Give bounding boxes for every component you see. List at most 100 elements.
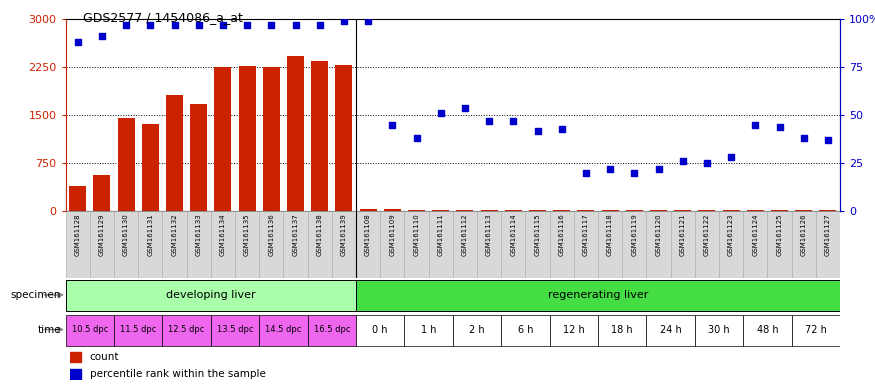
Text: 12.5 dpc: 12.5 dpc — [168, 325, 205, 334]
Text: specimen: specimen — [10, 290, 61, 300]
Bar — [480, 210, 498, 211]
Point — [71, 39, 85, 45]
Bar — [792, 211, 816, 278]
Text: developing liver: developing liver — [166, 290, 256, 300]
Text: GSM161117: GSM161117 — [583, 213, 589, 256]
Text: GSM161136: GSM161136 — [269, 213, 275, 256]
Bar — [404, 211, 429, 278]
Point — [676, 158, 690, 164]
Bar — [66, 280, 356, 311]
Point — [507, 118, 521, 124]
Bar — [767, 211, 792, 278]
Bar — [792, 315, 840, 346]
Bar — [66, 211, 90, 278]
Text: 10.5 dpc: 10.5 dpc — [72, 325, 108, 334]
Text: GSM161114: GSM161114 — [510, 213, 516, 256]
Bar — [598, 211, 622, 278]
Point — [821, 137, 835, 143]
Point — [119, 22, 133, 28]
Text: GSM161108: GSM161108 — [365, 213, 371, 256]
Text: 16.5 dpc: 16.5 dpc — [313, 325, 350, 334]
Text: 30 h: 30 h — [708, 324, 730, 334]
Text: GSM161132: GSM161132 — [172, 213, 178, 256]
Bar — [66, 315, 114, 346]
Bar — [262, 66, 280, 211]
Text: GSM161119: GSM161119 — [631, 213, 637, 256]
Point — [192, 22, 206, 28]
Bar — [235, 211, 259, 278]
Bar — [69, 186, 87, 211]
Text: GSM161113: GSM161113 — [487, 213, 492, 256]
Bar — [525, 211, 550, 278]
Bar — [650, 210, 667, 211]
Text: GSM161121: GSM161121 — [680, 213, 686, 256]
Bar — [211, 211, 235, 278]
Text: 0 h: 0 h — [373, 324, 388, 334]
Text: count: count — [90, 352, 119, 362]
Point — [458, 104, 472, 111]
Bar — [723, 210, 739, 211]
Bar — [719, 211, 743, 278]
Bar — [550, 315, 598, 346]
Text: 14.5 dpc: 14.5 dpc — [265, 325, 302, 334]
Bar — [501, 315, 550, 346]
Text: GSM161126: GSM161126 — [801, 213, 807, 256]
Text: GSM161123: GSM161123 — [728, 213, 734, 256]
Point — [410, 135, 423, 141]
Point — [167, 22, 181, 28]
Text: GSM161130: GSM161130 — [123, 213, 130, 256]
Bar — [70, 353, 81, 362]
Bar — [429, 211, 453, 278]
Bar — [360, 209, 376, 211]
Bar — [819, 210, 836, 211]
Bar — [675, 210, 691, 211]
Bar — [356, 315, 404, 346]
Bar — [308, 315, 356, 346]
Point — [627, 170, 641, 176]
Point — [700, 160, 714, 166]
Point — [555, 126, 569, 132]
Text: GSM161125: GSM161125 — [776, 213, 782, 256]
Bar — [622, 211, 647, 278]
Bar — [771, 210, 788, 211]
Text: GSM161110: GSM161110 — [414, 213, 419, 256]
Text: 13.5 dpc: 13.5 dpc — [217, 325, 253, 334]
Text: 11.5 dpc: 11.5 dpc — [120, 325, 157, 334]
Text: GSM161128: GSM161128 — [74, 213, 80, 256]
Bar — [214, 67, 231, 211]
Bar — [94, 175, 110, 211]
Bar — [211, 315, 259, 346]
Bar — [356, 211, 381, 278]
Point — [482, 118, 496, 124]
Point — [652, 166, 666, 172]
Point — [724, 154, 738, 161]
Bar — [574, 211, 598, 278]
Bar — [163, 315, 211, 346]
Point — [361, 18, 375, 24]
Point — [579, 170, 593, 176]
Bar — [114, 211, 138, 278]
Text: GSM161135: GSM161135 — [244, 213, 250, 256]
Bar — [505, 210, 522, 211]
Bar — [287, 56, 304, 211]
Text: GSM161112: GSM161112 — [462, 213, 468, 256]
Bar — [501, 211, 525, 278]
Text: 24 h: 24 h — [660, 324, 682, 334]
Bar — [695, 211, 719, 278]
Point — [144, 22, 158, 28]
Text: GSM161122: GSM161122 — [704, 213, 710, 256]
Point — [385, 122, 399, 128]
Bar — [312, 61, 328, 211]
Bar — [163, 211, 186, 278]
Bar — [598, 315, 647, 346]
Bar — [695, 315, 743, 346]
Text: 2 h: 2 h — [469, 324, 485, 334]
Bar — [335, 65, 353, 211]
Point — [434, 110, 448, 116]
Bar — [332, 211, 356, 278]
Bar — [284, 211, 308, 278]
Bar — [70, 369, 81, 379]
Text: GSM161115: GSM161115 — [535, 213, 541, 256]
Bar — [384, 209, 401, 211]
Text: GSM161134: GSM161134 — [220, 213, 226, 256]
